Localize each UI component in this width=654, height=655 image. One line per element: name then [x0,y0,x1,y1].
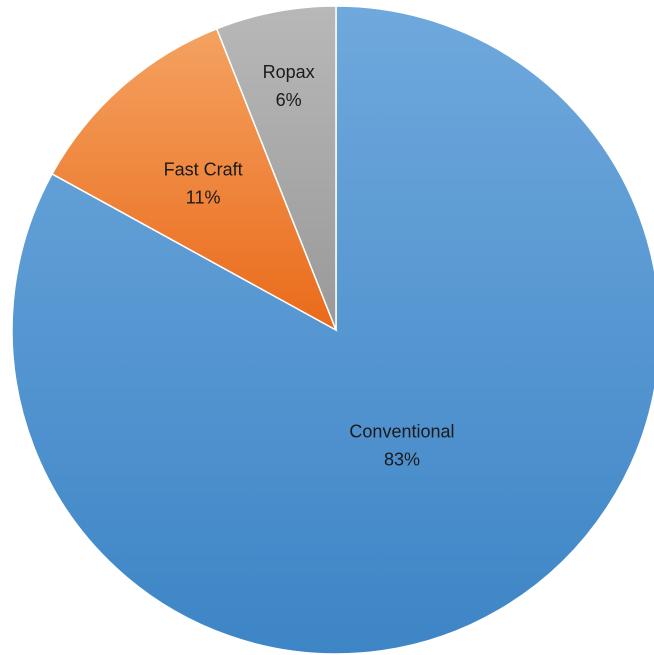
pie-label-ropax: Ropax 6% [263,62,315,110]
pie-slices [11,5,654,655]
pie-slice-fast-craft [51,27,338,332]
pie-labels: Conventional 83% Fast Craft 11% Ropax 6% [164,62,455,470]
pie-label-fast-craft: Fast Craft 11% [164,159,243,207]
pie-slice-ropax [215,5,337,331]
pie-slice-conventional [11,5,654,655]
pie-label-conventional: Conventional 83% [349,422,454,470]
